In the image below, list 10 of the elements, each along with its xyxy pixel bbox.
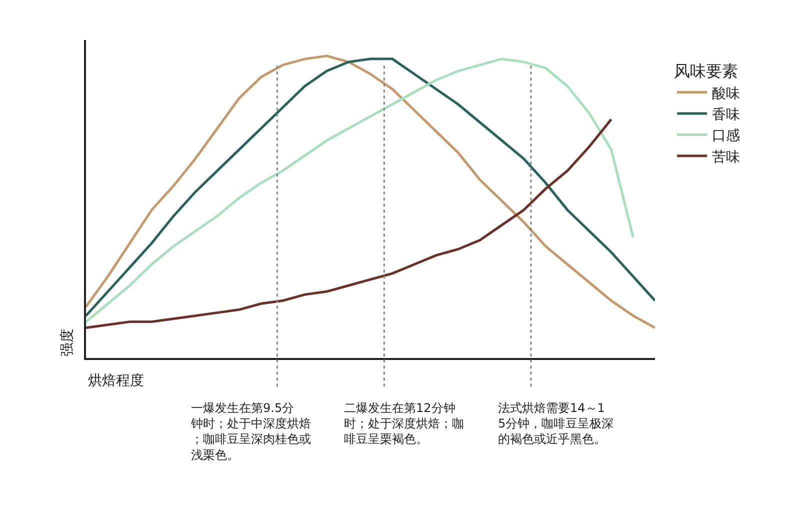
legend-label: 苦味	[712, 149, 740, 166]
text: 法式烘焙需要14～15分钟，咖啡豆呈极深的褐色或近乎黑色。	[498, 401, 614, 446]
x-axis-title: 烘焙程度	[88, 373, 144, 389]
legend-title: 风味要素	[674, 62, 738, 81]
text: 二爆发生在第12分钟时；处于深度烘焙；咖啡豆呈栗褐色。	[344, 401, 464, 446]
legend-label: 酸味	[712, 86, 740, 102]
legend-label: 香味	[712, 106, 740, 123]
text: 一爆发生在第9.5分钟时；处于中深度烘焙；咖啡豆呈深肉桂色或浅栗色。	[190, 401, 311, 462]
y-axis-title: 强度	[59, 328, 76, 356]
legend-label: 口感	[712, 128, 740, 144]
